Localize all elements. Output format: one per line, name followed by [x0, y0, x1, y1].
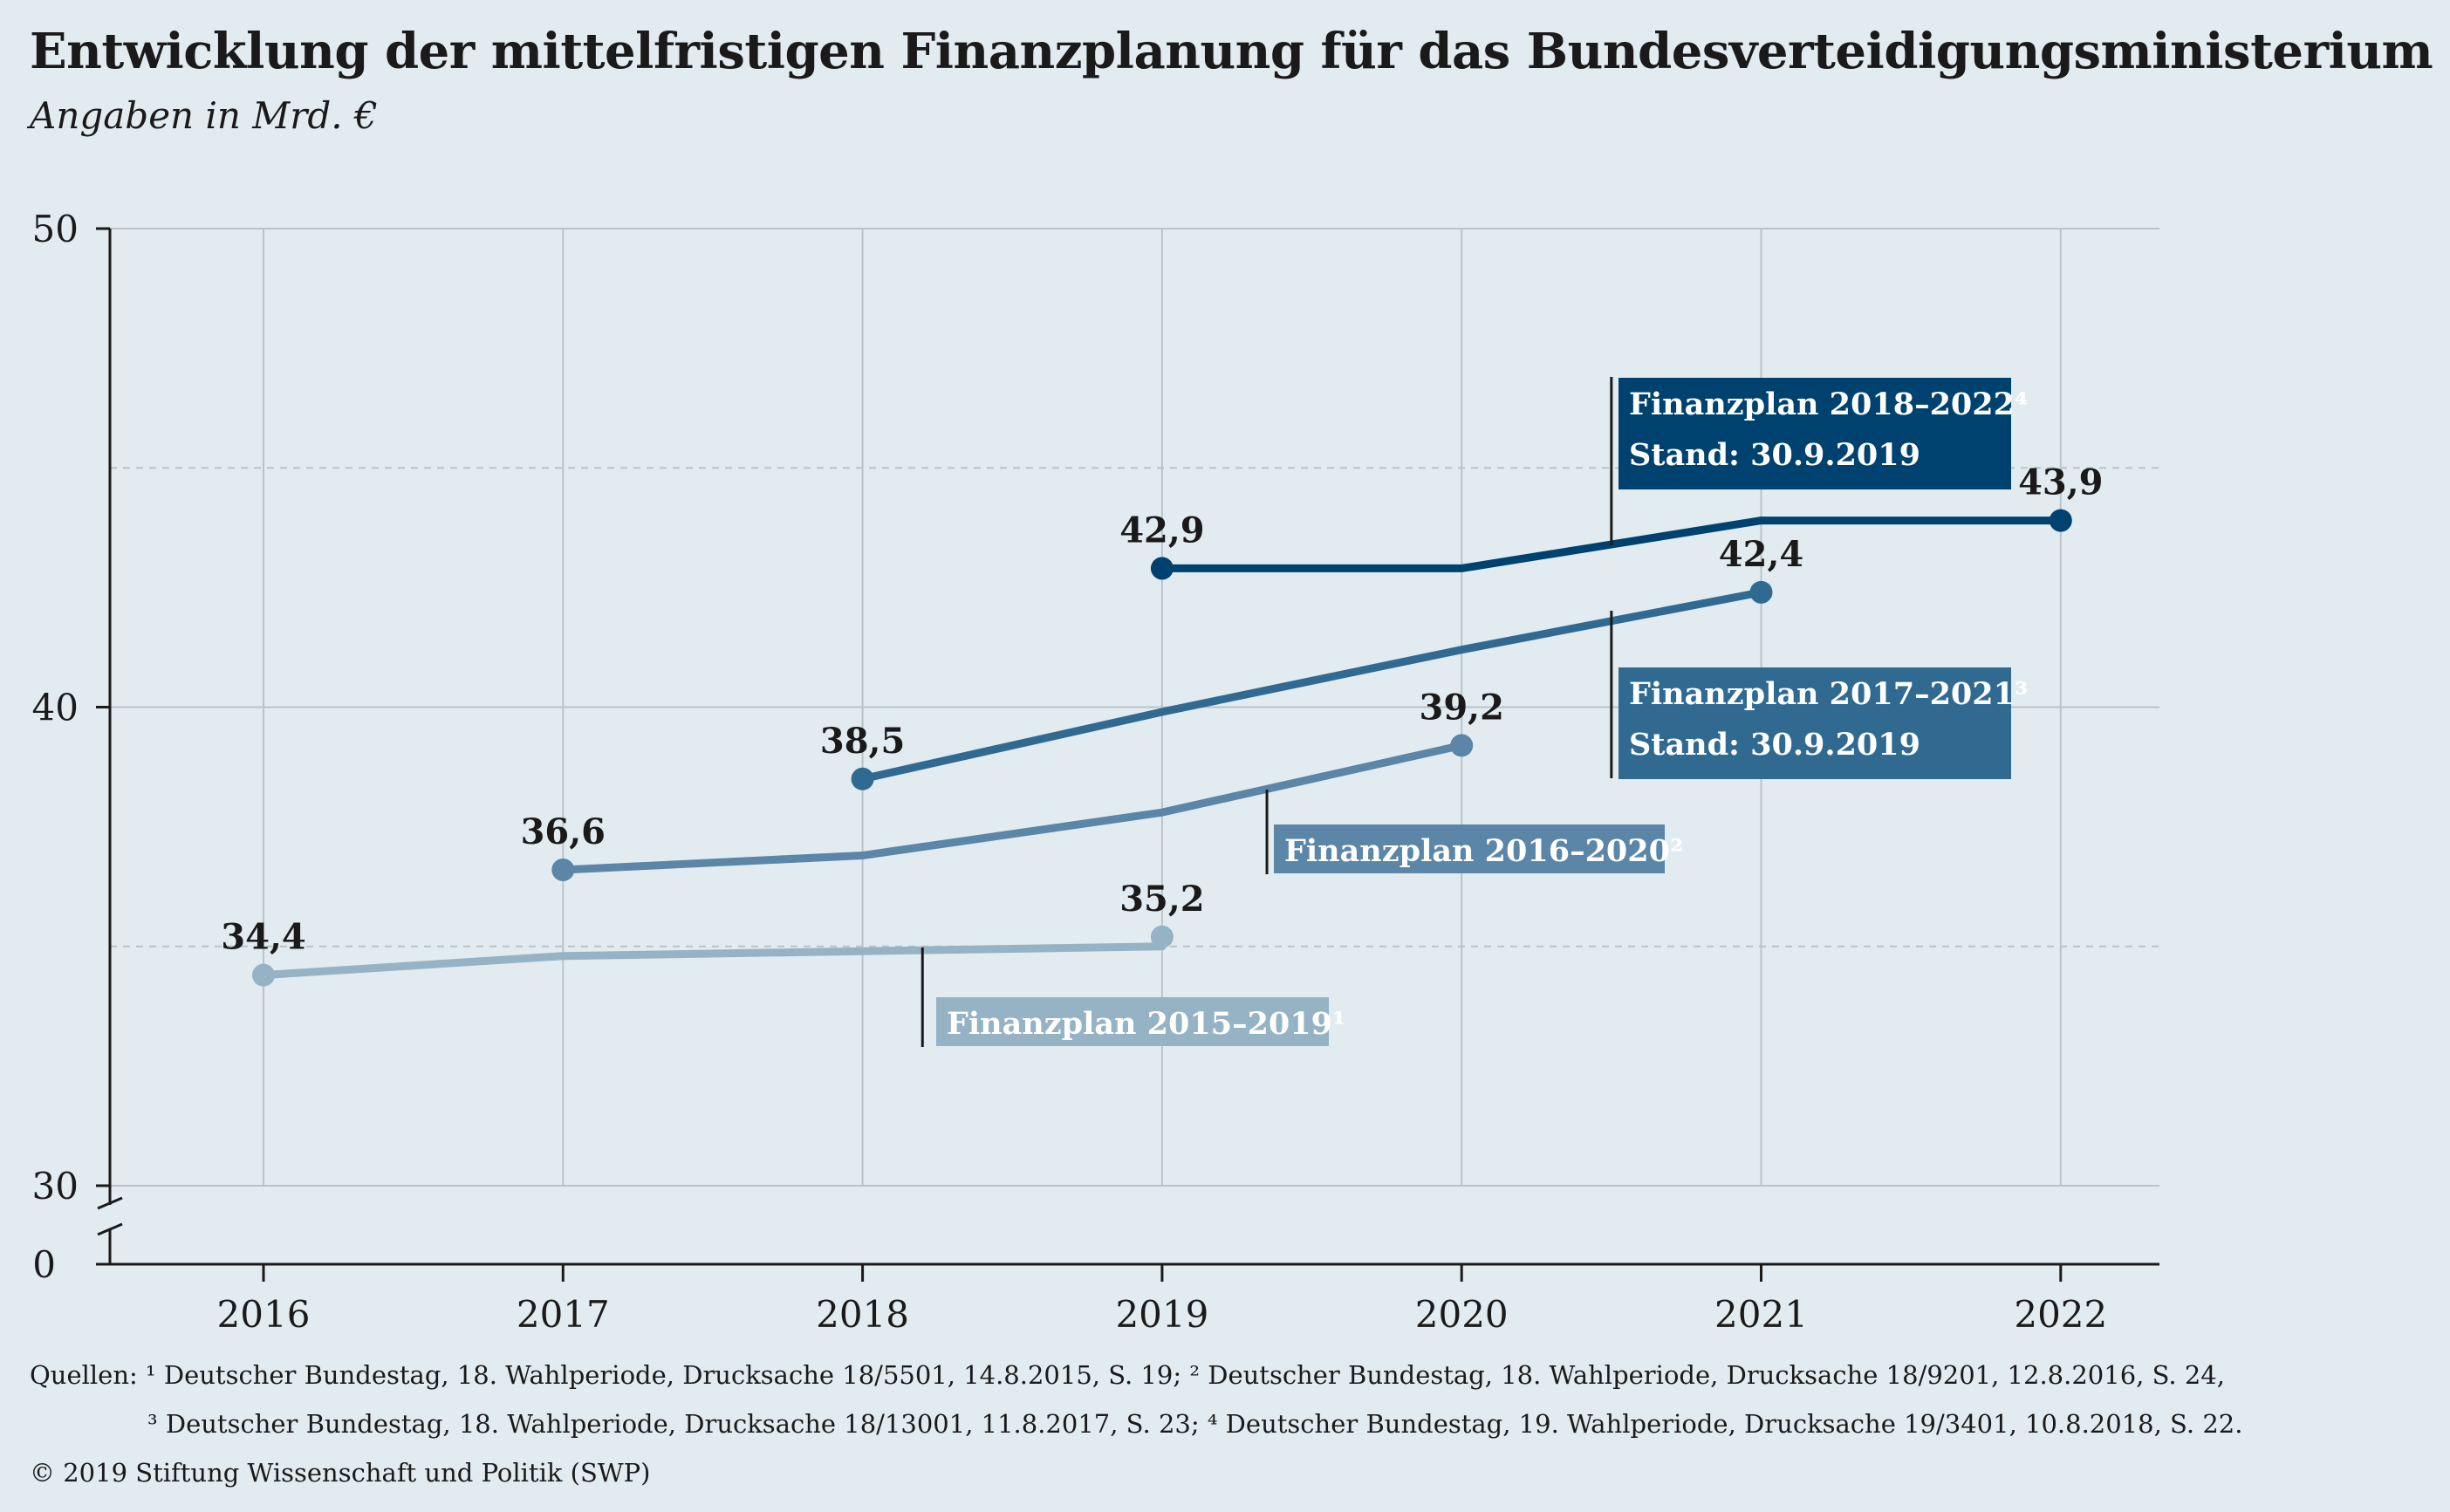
series-label-box-3	[1619, 667, 2011, 779]
chart-title: Entwicklung der mittelfristigen Finanzpl…	[30, 23, 2433, 80]
y-tick-label: 50	[32, 208, 79, 250]
series-start-point-3	[851, 767, 874, 790]
series-end-point-1	[1150, 925, 1174, 948]
y-tick-label-zero: 0	[32, 1243, 56, 1286]
x-tick-label: 2018	[816, 1293, 909, 1336]
data-label: 42,4	[1719, 534, 1803, 575]
series-line-1	[259, 942, 1167, 980]
series-start-point-2	[551, 858, 575, 881]
series-label-text: Finanzplan 2015–2019¹	[947, 1006, 1345, 1042]
series-start-point-1	[252, 963, 275, 987]
data-label: 38,5	[820, 721, 905, 762]
data-label: 36,6	[521, 811, 606, 852]
axis-break-mark	[97, 1222, 123, 1236]
series-label-text: Finanzplan 2017–2021³	[1629, 676, 2028, 712]
x-tick-label: 2017	[517, 1293, 610, 1336]
copyright: © 2019 Stiftung Wissenschaft und Politik…	[30, 1458, 651, 1488]
sources-line-1: Quellen: ¹ Deutscher Bundestag, 18. Wahl…	[30, 1360, 2225, 1390]
x-tick-label: 2022	[2014, 1293, 2107, 1336]
axis-break-mark	[97, 1196, 123, 1210]
data-label: 43,9	[2018, 462, 2103, 503]
data-label: 42,9	[1119, 510, 1204, 551]
sources-line-2: ³ Deutscher Bundestag, 18. Wahlperiode, …	[147, 1409, 2243, 1439]
series-label-box-4	[1619, 378, 2011, 489]
series-label-box-2	[1274, 824, 1665, 873]
data-label: 35,2	[1119, 879, 1204, 920]
series-end-point-3	[1749, 580, 1773, 604]
series-end-point-2	[1450, 734, 1474, 757]
series-end-point-4	[2049, 509, 2072, 532]
x-tick-label: 2021	[1714, 1293, 1808, 1336]
series-label-text: Stand: 30.9.2019	[1629, 437, 1920, 473]
series-line-2	[558, 741, 1466, 874]
series-start-point-4	[1150, 557, 1174, 580]
x-tick-label: 2019	[1115, 1293, 1208, 1336]
chart-footer: Quellen: ¹ Deutscher Bundestag, 18. Wahl…	[30, 1351, 2242, 1497]
y-tick-label: 30	[32, 1165, 79, 1208]
chart-subtitle: Angaben in Mrd. €	[30, 94, 378, 137]
data-label: 39,2	[1419, 687, 1503, 728]
series-label-text: Finanzplan 2018–2022⁴	[1629, 387, 2028, 422]
series-label-text: Finanzplan 2016–2020²	[1284, 833, 1683, 869]
x-tick-label: 2020	[1415, 1293, 1509, 1336]
series-label-text: Stand: 30.9.2019	[1629, 727, 1920, 763]
series-label-box-1	[936, 997, 1329, 1046]
x-tick-label: 2016	[217, 1293, 311, 1336]
data-label: 34,4	[221, 917, 305, 958]
y-tick-label: 40	[32, 687, 79, 729]
